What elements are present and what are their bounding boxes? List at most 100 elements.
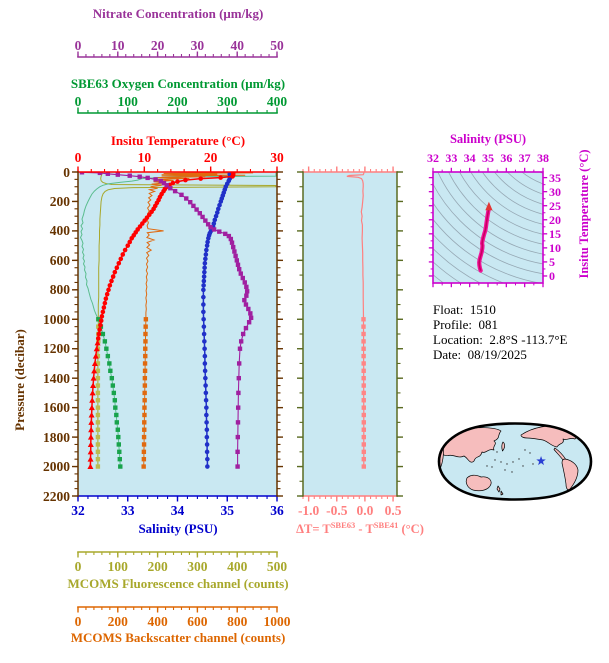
ts-diagram-content: [433, 172, 543, 283]
nitrate-axis: [77, 51, 278, 58]
pressure-axis: [72, 171, 79, 497]
tick-label: 5: [549, 254, 555, 269]
tick-label: 400: [266, 94, 288, 109]
tick-label: 400: [147, 614, 168, 629]
tick-label: 200: [107, 614, 128, 629]
oxygen-axis-title: SBE63 Oxygen Concentration (μm/kg): [70, 76, 286, 91]
backscatter-axis-title: MCOMS Backscatter channel (counts): [70, 630, 286, 645]
float-info-line: Date: 08/19/2025: [433, 347, 527, 362]
ts-salinity-axis-title: Salinity (PSU): [449, 132, 527, 146]
delta-side-spine: [297, 171, 304, 497]
tick-label: 200: [49, 193, 70, 209]
tick-label: 1000: [263, 614, 291, 629]
tick-label: 1000: [43, 311, 70, 327]
tick-label: 30: [270, 150, 284, 165]
fluorescence-axis: [77, 551, 278, 558]
backscatter-axis: [77, 606, 278, 613]
tick-label: 10: [549, 240, 561, 255]
delta-bottom-axis: [302, 495, 398, 502]
tick-label: 36: [500, 151, 513, 165]
nitrate-profile: [79, 172, 254, 469]
map-island-dot: [504, 469, 506, 471]
tick-label: 0.0: [356, 503, 374, 518]
landmass-south-america: [561, 458, 579, 491]
map-island-dot: [524, 449, 526, 451]
tick-label: 300: [217, 94, 238, 109]
tick-label: 100: [117, 94, 138, 109]
landmass-greenland: [572, 425, 582, 433]
tick-label: 400: [227, 559, 248, 574]
tick-label: 1600: [43, 400, 70, 416]
tick-label: 0: [74, 38, 82, 53]
float-info-line: Profile: 081: [433, 317, 498, 332]
ts-temperature-axis-title: Insitu Temperature (°C): [577, 149, 592, 279]
tick-label: 15: [549, 226, 561, 241]
landmass-new-zealand: [496, 485, 504, 496]
oxygen-axis: [77, 107, 278, 114]
map-island-dot: [486, 465, 488, 467]
temperature-axis: [77, 166, 278, 173]
delta-t-axis-title: ΔT= TSBE63 - TSBE41 (°C): [296, 520, 424, 537]
tick-label: 600: [187, 614, 208, 629]
nitrate-axis-title: Nitrate Concentration (μm/kg): [92, 6, 264, 21]
world-map: [437, 422, 593, 501]
tick-label: 20: [549, 212, 561, 227]
tick-label: 25: [549, 198, 561, 213]
tick-label: 35: [549, 170, 561, 185]
tick-label: 300: [187, 559, 208, 574]
salinity-axis: [77, 495, 278, 502]
salinity-profile: [201, 172, 233, 469]
profile-curves: [79, 172, 277, 470]
map-island-dot: [529, 452, 531, 454]
tick-label: 1400: [43, 370, 70, 386]
tick-label: 35: [482, 151, 494, 165]
tick-label: 33: [121, 503, 135, 518]
fluorescence-axis-title: MCOMS Fluorescence channel (counts): [67, 576, 289, 591]
tick-label: 0: [549, 268, 555, 283]
delta-t: [346, 172, 366, 469]
tick-label: 20: [150, 38, 165, 53]
tick-label: 50: [270, 38, 284, 53]
tick-label: 1200: [43, 341, 70, 357]
tick-label: 2200: [43, 488, 70, 504]
backscatter-profile: [141, 172, 254, 469]
map-island-dot: [494, 459, 496, 461]
landmass-australia: [465, 474, 492, 492]
float-location-star: [536, 456, 546, 466]
tick-label: 0: [74, 614, 82, 629]
tick-label: 800: [49, 282, 70, 298]
tick-label: 0: [63, 164, 70, 180]
tick-label: 0: [74, 150, 82, 165]
delta-plot-area: [303, 172, 397, 496]
salinity-axis-title: Salinity (PSU): [138, 521, 218, 536]
ts-curve-arrow: [485, 201, 493, 211]
map-island-dot: [518, 458, 520, 460]
map-island-dot: [512, 461, 514, 463]
main-plot-area: [78, 172, 277, 496]
tick-label: 34: [170, 503, 185, 518]
tick-label: -0.5: [326, 503, 348, 518]
tick-label: 600: [49, 252, 70, 268]
landmass-japan: [501, 441, 505, 452]
ts-box-axes: [428, 167, 548, 288]
tick-label: 200: [147, 559, 168, 574]
tick-label: 30: [190, 38, 205, 53]
tick-label: 35: [220, 503, 235, 518]
tick-label: 0.5: [384, 503, 402, 518]
float-info-block: Float: 1510 Profile: 081 Location: 2.8°S -…: [433, 302, 567, 362]
tick-label: 1800: [43, 429, 70, 445]
tick-label: 30: [549, 184, 561, 199]
tick-label: 32: [427, 151, 439, 165]
delta-top-axis: [302, 166, 398, 173]
tick-label: 10: [111, 38, 125, 53]
pressure-axis-right: [276, 171, 283, 497]
map-island-dot: [491, 466, 493, 468]
map-island-dot: [496, 451, 498, 453]
tick-label: 38: [537, 151, 549, 165]
tick-label: 40: [230, 38, 244, 53]
tick-label: -1.0: [297, 503, 320, 518]
tick-label: 400: [49, 223, 70, 239]
delta-side-spine: [396, 171, 403, 497]
